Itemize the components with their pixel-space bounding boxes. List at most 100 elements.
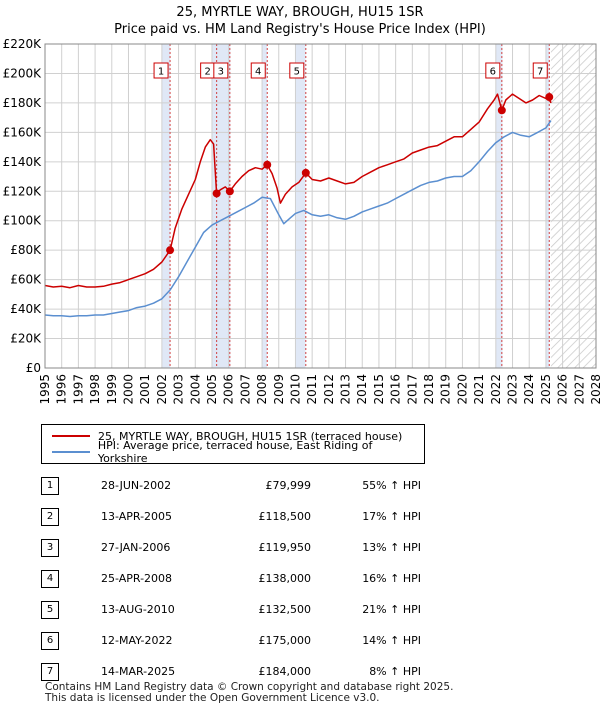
sale-point bbox=[225, 187, 234, 196]
sale-hpi-change: 13% ↑ HPI bbox=[362, 541, 421, 554]
sale-hpi-change: 14% ↑ HPI bbox=[362, 634, 421, 647]
x-tick-label: 2019 bbox=[439, 374, 453, 405]
x-tick-label: 2025 bbox=[539, 374, 553, 405]
sale-point bbox=[301, 168, 310, 177]
x-tick-label: 2004 bbox=[188, 374, 202, 405]
sale-price: £132,500 bbox=[258, 603, 312, 616]
table-row: 5 13-AUG-2010 £132,500 21% ↑ HPI bbox=[41, 594, 421, 625]
sale-number-label: 6 bbox=[490, 67, 496, 78]
sale-point bbox=[497, 106, 506, 115]
sale-number-badge: 7 bbox=[41, 662, 59, 681]
sale-number-box bbox=[250, 62, 266, 79]
plot-frame bbox=[44, 43, 597, 369]
x-tick-label: 2020 bbox=[455, 374, 469, 405]
y-tick-label: £0 bbox=[26, 361, 41, 375]
table-row: 4 25-APR-2008 £138,000 16% ↑ HPI bbox=[41, 563, 421, 594]
sale-number-box bbox=[485, 62, 501, 79]
x-tick-label: 2028 bbox=[589, 374, 600, 405]
chart-subtitle: Price paid vs. HM Land Registry's House … bbox=[114, 22, 486, 37]
x-tick-label: 1995 bbox=[38, 374, 52, 405]
x-tick-label: 2024 bbox=[522, 374, 536, 405]
sale-price: £175,000 bbox=[258, 634, 312, 647]
sale-number-label: 3 bbox=[218, 67, 224, 78]
x-tick-label: 1996 bbox=[55, 374, 69, 405]
x-tick-label: 2002 bbox=[155, 374, 169, 405]
x-tick-label: 2023 bbox=[506, 374, 520, 405]
y-tick-label: £80K bbox=[10, 243, 42, 257]
sale-date: 27-JAN-2006 bbox=[101, 541, 171, 554]
future-hatch-area bbox=[550, 44, 596, 368]
sale-date: 14-MAR-2025 bbox=[101, 665, 176, 678]
x-tick-label: 2008 bbox=[255, 374, 269, 405]
x-tick-label: 2010 bbox=[288, 374, 302, 405]
sale-number-badge: 4 bbox=[41, 569, 59, 588]
sale-point bbox=[166, 246, 175, 255]
footer-line-2: This data is licensed under the Open Gov… bbox=[45, 692, 380, 704]
y-tick-label: £160K bbox=[3, 125, 43, 139]
sale-price: £79,999 bbox=[265, 479, 312, 492]
x-tick-label: 1997 bbox=[71, 374, 85, 405]
table-row: 2 13-APR-2005 £118,500 17% ↑ HPI bbox=[41, 501, 421, 532]
sale-number-badge: 2 bbox=[41, 507, 59, 526]
sale-number-badge: 6 bbox=[41, 631, 59, 650]
sale-number-label: 7 bbox=[537, 67, 543, 78]
x-tick-label: 2009 bbox=[272, 374, 286, 405]
x-tick-label: 2013 bbox=[339, 374, 353, 405]
sale-hpi-change: 16% ↑ HPI bbox=[362, 572, 421, 585]
legend-line-hpi bbox=[52, 451, 90, 453]
x-tick-label: 2017 bbox=[405, 374, 419, 405]
y-tick-label: £120K bbox=[3, 184, 43, 198]
hpi-line bbox=[45, 120, 552, 318]
y-tick-label: £220K bbox=[3, 37, 43, 51]
legend-label-property: 25, MYRTLE WAY, BROUGH, HU15 1SR (terrac… bbox=[98, 429, 403, 443]
x-tick-label: 2006 bbox=[222, 374, 236, 405]
x-tick-label: 2021 bbox=[472, 374, 486, 405]
plot-area bbox=[45, 44, 596, 368]
sale-hpi-change: 8% ↑ HPI bbox=[369, 665, 421, 678]
sale-period-shade bbox=[161, 44, 171, 368]
chart-legend: 25, MYRTLE WAY, BROUGH, HU15 1SR (terrac… bbox=[41, 424, 425, 465]
table-row: 7 14-MAR-2025 £184,000 8% ↑ HPI bbox=[41, 656, 421, 687]
sale-date: 13-AUG-2010 bbox=[101, 603, 175, 616]
property-price-line bbox=[45, 93, 552, 289]
y-tick-label: £40K bbox=[10, 302, 42, 316]
sale-date: 13-APR-2005 bbox=[101, 510, 173, 523]
x-tick-label: 2015 bbox=[372, 374, 386, 405]
x-tick-label: 2001 bbox=[138, 374, 152, 405]
x-tick-label: 2014 bbox=[355, 374, 369, 405]
sale-period-shade bbox=[545, 44, 550, 368]
x-tick-label: 2027 bbox=[572, 374, 586, 405]
legend-item-hpi: HPI: Average price, terraced house, East… bbox=[52, 439, 424, 465]
sale-number-label: 4 bbox=[255, 67, 261, 78]
sale-period-shade bbox=[262, 44, 268, 368]
sale-date: 25-APR-2008 bbox=[101, 572, 173, 585]
y-tick-label: £20K bbox=[10, 332, 42, 346]
sale-period-shade bbox=[495, 44, 503, 368]
sale-point bbox=[212, 189, 221, 198]
sale-number-badge: 1 bbox=[41, 476, 59, 495]
x-tick-label: 1999 bbox=[105, 374, 119, 405]
y-tick-label: £200K bbox=[3, 66, 43, 80]
sale-point bbox=[263, 160, 272, 169]
sale-date: 12-MAY-2022 bbox=[101, 634, 173, 647]
table-row: 1 28-JUN-2002 £79,999 55% ↑ HPI bbox=[41, 470, 421, 501]
sale-number-label: 5 bbox=[294, 67, 300, 78]
series-group bbox=[45, 93, 552, 318]
sale-number-box bbox=[532, 62, 548, 79]
legend-label-hpi: HPI: Average price, terraced house, East… bbox=[97, 439, 373, 465]
footer-line-1: Contains HM Land Registry data © Crown c… bbox=[45, 681, 454, 693]
sale-number-label: 1 bbox=[158, 67, 164, 78]
legend-line-property bbox=[52, 435, 90, 437]
y-tick-label: £180K bbox=[3, 96, 43, 110]
sale-period-shade bbox=[295, 44, 306, 368]
legend-item-property: 25, MYRTLE WAY, BROUGH, HU15 1SR (terrac… bbox=[52, 429, 402, 443]
sale-point bbox=[545, 93, 554, 102]
sale-number-box bbox=[153, 62, 169, 79]
sale-hpi-change: 21% ↑ HPI bbox=[362, 603, 421, 616]
table-row: 3 27-JAN-2006 £119,950 13% ↑ HPI bbox=[41, 532, 421, 563]
sale-price: £184,000 bbox=[258, 665, 312, 678]
sale-hpi-change: 55% ↑ HPI bbox=[362, 479, 421, 492]
x-tick-label: 2016 bbox=[389, 374, 403, 405]
table-row: 6 12-MAY-2022 £175,000 14% ↑ HPI bbox=[41, 625, 421, 656]
sale-number-badge: 5 bbox=[41, 600, 59, 619]
